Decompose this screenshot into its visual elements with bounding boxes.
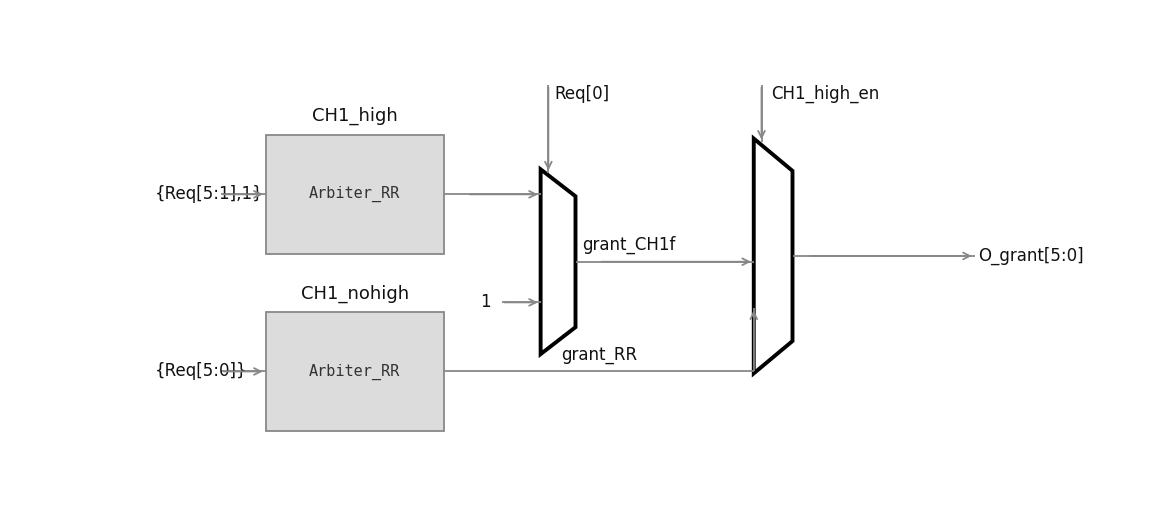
Bar xyxy=(265,135,444,254)
Text: Arbiter_RR: Arbiter_RR xyxy=(309,363,400,379)
Text: CH1_high_en: CH1_high_en xyxy=(771,85,879,103)
Text: O_grant[5:0]: O_grant[5:0] xyxy=(978,247,1084,265)
Text: CH1_nohigh: CH1_nohigh xyxy=(300,284,408,303)
Text: 1: 1 xyxy=(479,293,491,311)
Polygon shape xyxy=(754,138,792,373)
Bar xyxy=(265,312,444,431)
Text: CH1_high: CH1_high xyxy=(312,107,398,126)
Text: grant_CH1f: grant_CH1f xyxy=(582,236,675,254)
Text: Arbiter_RR: Arbiter_RR xyxy=(309,186,400,203)
Polygon shape xyxy=(541,169,576,354)
Text: Req[0]: Req[0] xyxy=(555,85,609,103)
Text: grant_RR: grant_RR xyxy=(561,346,637,364)
Text: {Req[5:0]}: {Req[5:0]} xyxy=(155,362,248,380)
Text: {Req[5:1],1}: {Req[5:1],1} xyxy=(155,185,264,203)
